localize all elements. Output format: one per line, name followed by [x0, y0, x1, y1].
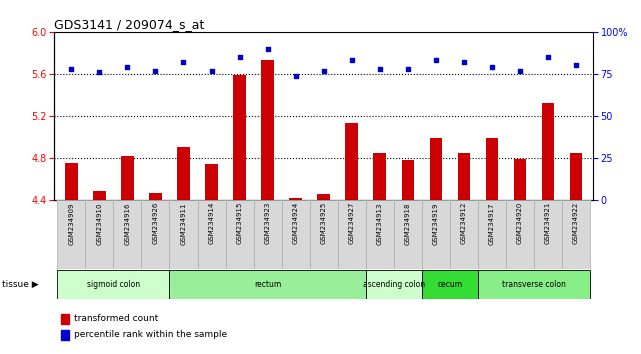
Text: percentile rank within the sample: percentile rank within the sample [74, 330, 227, 339]
Bar [93, 190, 106, 200]
Bar [534, 200, 562, 269]
Bar [542, 103, 554, 200]
Bar [458, 153, 470, 200]
Bar [226, 200, 254, 269]
Text: GSM234911: GSM234911 [181, 202, 187, 245]
Bar [366, 270, 422, 299]
Bar [205, 164, 218, 200]
Bar [57, 270, 169, 299]
Text: GSM234919: GSM234919 [433, 202, 439, 245]
Bar [289, 198, 302, 200]
Bar [338, 200, 366, 269]
Bar [422, 270, 478, 299]
Text: GSM234917: GSM234917 [489, 202, 495, 245]
Point [66, 66, 76, 72]
Bar [233, 75, 246, 200]
Bar [478, 200, 506, 269]
Bar [486, 138, 498, 200]
Text: GSM234927: GSM234927 [349, 202, 354, 245]
Text: transformed count: transformed count [74, 314, 158, 324]
Bar [450, 200, 478, 269]
Bar [169, 270, 366, 299]
Text: GSM234921: GSM234921 [545, 202, 551, 245]
Bar [394, 200, 422, 269]
Bar [65, 163, 78, 200]
Point [431, 58, 441, 63]
Text: GSM234926: GSM234926 [153, 202, 158, 245]
Text: tissue ▶: tissue ▶ [2, 280, 38, 289]
Point [122, 64, 133, 70]
Point [459, 59, 469, 65]
Point [571, 63, 581, 68]
Bar [317, 194, 330, 200]
Point [94, 69, 104, 75]
Text: transverse colon: transverse colon [502, 280, 566, 289]
Point [263, 46, 273, 52]
Text: GSM234918: GSM234918 [405, 202, 411, 245]
Bar [345, 123, 358, 200]
Text: GSM234914: GSM234914 [208, 202, 215, 245]
Point [403, 66, 413, 72]
Bar [85, 200, 113, 269]
Point [319, 68, 329, 73]
Point [374, 66, 385, 72]
Bar [506, 200, 534, 269]
Bar [197, 200, 226, 269]
Text: GSM234922: GSM234922 [573, 202, 579, 244]
Text: GSM234910: GSM234910 [96, 202, 103, 245]
Bar [374, 153, 386, 200]
Point [487, 64, 497, 70]
Text: GSM234915: GSM234915 [237, 202, 242, 245]
Point [515, 68, 525, 73]
Text: GSM234916: GSM234916 [124, 202, 130, 245]
Point [543, 54, 553, 60]
Point [290, 73, 301, 79]
Text: GDS3141 / 209074_s_at: GDS3141 / 209074_s_at [54, 18, 205, 31]
Bar [121, 156, 134, 200]
Text: cecum: cecum [437, 280, 462, 289]
Point [235, 54, 245, 60]
Bar [149, 193, 162, 200]
Text: GSM234924: GSM234924 [293, 202, 299, 244]
Text: GSM234923: GSM234923 [265, 202, 271, 245]
Bar [177, 148, 190, 200]
Bar [478, 270, 590, 299]
Bar [513, 159, 526, 200]
Bar [366, 200, 394, 269]
Bar [281, 200, 310, 269]
Bar [562, 200, 590, 269]
Text: GSM234913: GSM234913 [377, 202, 383, 245]
Point [150, 68, 160, 73]
Point [347, 58, 357, 63]
Bar [429, 138, 442, 200]
Text: GSM234920: GSM234920 [517, 202, 523, 245]
Text: GSM234912: GSM234912 [461, 202, 467, 245]
Bar [57, 200, 85, 269]
Bar [262, 60, 274, 200]
Text: rectum: rectum [254, 280, 281, 289]
Point [206, 68, 217, 73]
Bar [570, 153, 583, 200]
Bar [113, 200, 142, 269]
Bar [142, 200, 169, 269]
Text: GSM234925: GSM234925 [320, 202, 327, 244]
Bar [310, 200, 338, 269]
Bar [254, 200, 281, 269]
Bar [401, 160, 414, 200]
Bar [169, 200, 197, 269]
Text: sigmoid colon: sigmoid colon [87, 280, 140, 289]
Text: ascending colon: ascending colon [363, 280, 425, 289]
Point [178, 59, 188, 65]
Bar [422, 200, 450, 269]
Text: GSM234909: GSM234909 [69, 202, 74, 245]
